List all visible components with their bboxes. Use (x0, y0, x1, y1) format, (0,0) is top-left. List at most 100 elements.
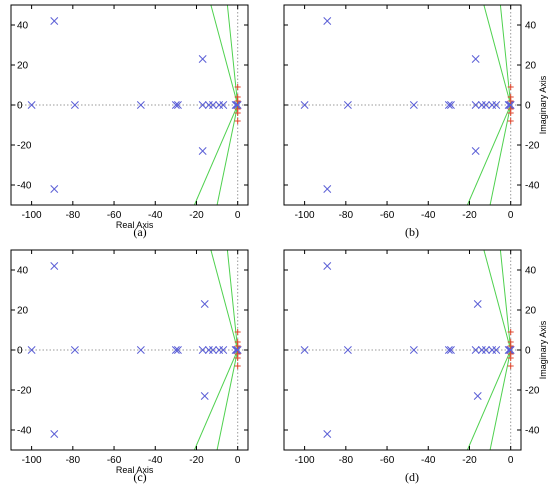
y-tick-label: -40 (525, 181, 540, 192)
x-tick-label: -40 (421, 455, 436, 466)
y-tick-label: 0 (525, 101, 531, 112)
locus-branch (466, 104, 512, 205)
pole-marker (70, 346, 79, 354)
pole-marker (471, 55, 480, 63)
pole-marker (209, 346, 217, 354)
pole-marker (506, 101, 515, 109)
zero-marker (507, 118, 514, 124)
pole-marker (50, 262, 59, 270)
y-tick-label: -20 (17, 141, 32, 152)
pole-marker (482, 101, 490, 109)
pole-marker (219, 346, 228, 354)
y-tick-label: 0 (525, 346, 531, 357)
chart-panel: -100 -80 -60 -40 -20 0 -40 -20 0 20 40 Real Axis(c) (10, 249, 249, 484)
plot-area (11, 5, 248, 205)
x-tick-label: -80 (339, 210, 354, 221)
pole-marker (473, 392, 482, 400)
pole-marker (323, 17, 332, 25)
pole-marker (506, 346, 515, 354)
x-tick-label: -40 (421, 210, 436, 221)
x-tick-label: -100 (295, 210, 315, 221)
panel-caption: (b) (405, 225, 419, 239)
y-tick-label: -20 (17, 386, 32, 397)
x-tick-label: -60 (380, 455, 395, 466)
x-axis-label: Real Axis (116, 465, 154, 475)
pole-marker (198, 101, 207, 109)
locus-branch (489, 349, 512, 450)
pole-marker (323, 185, 332, 193)
pole-marker (173, 101, 182, 109)
pole-marker (232, 346, 241, 354)
pole-marker (343, 346, 352, 354)
pole-marker (136, 101, 145, 109)
locus-branch (193, 104, 239, 205)
locus-branch (466, 349, 512, 450)
x-tick-label: 0 (508, 455, 514, 466)
y-axis-label: Imaginary Axis (538, 320, 548, 379)
chart-panel: -100 -80 -60 -40 -20 0 -40 -20 0 20 40 Real Axis(a) (10, 4, 249, 239)
x-tick-label: -40 (148, 210, 163, 221)
zero-marker (234, 98, 241, 104)
pole-marker (323, 430, 332, 438)
zero-marker (507, 84, 514, 90)
x-tick-label: -100 (22, 210, 42, 221)
x-tick-label: -100 (22, 455, 42, 466)
y-tick-label: 0 (17, 346, 23, 357)
chart-panel: -100 -80 -60 -40 -20 0 -40 -20 0 20 40 Imaginary Ax… (283, 4, 548, 239)
plot-area (284, 250, 521, 450)
pole-marker (409, 101, 418, 109)
y-tick-label: 20 (17, 61, 29, 72)
pole-marker (446, 101, 455, 109)
x-tick-label: -100 (295, 455, 315, 466)
pole-marker (300, 101, 309, 109)
pole-marker (505, 346, 514, 354)
pole-marker (409, 346, 418, 354)
pole-marker (27, 101, 36, 109)
locus-branch (210, 5, 239, 106)
x-tick-label: -20 (462, 455, 477, 466)
x-axis-label: Real Axis (116, 220, 154, 230)
pole-marker (471, 101, 480, 109)
pole-marker (323, 262, 332, 270)
pole-marker (446, 346, 455, 354)
pole-marker (471, 147, 480, 155)
pole-marker (171, 346, 180, 354)
y-tick-label: -40 (17, 426, 32, 437)
pole-marker (50, 430, 59, 438)
y-tick-label: 20 (525, 61, 537, 72)
panel-caption: (d) (405, 470, 419, 484)
pole-marker (492, 101, 501, 109)
locus-branch (226, 5, 239, 106)
x-tick-label: -20 (189, 455, 204, 466)
pole-marker (198, 346, 207, 354)
pole-marker (200, 300, 209, 308)
y-tick-label: 40 (17, 266, 29, 277)
pole-marker (70, 101, 79, 109)
locus-branch (193, 349, 239, 450)
zero-marker (507, 329, 514, 335)
pole-marker (232, 101, 241, 109)
pole-marker (173, 346, 182, 354)
y-tick-label: -40 (525, 426, 540, 437)
pole-marker (27, 346, 36, 354)
pole-marker (343, 101, 352, 109)
x-tick-label: -60 (380, 210, 395, 221)
pole-marker (300, 346, 309, 354)
zero-marker (234, 343, 241, 349)
locus-branch (216, 104, 239, 205)
x-tick-label: -40 (148, 455, 163, 466)
pole-marker (136, 346, 145, 354)
y-tick-label: 20 (17, 306, 29, 317)
locus-branch (210, 250, 239, 351)
pole-marker (473, 300, 482, 308)
x-tick-label: -60 (107, 210, 122, 221)
y-tick-label: -40 (17, 181, 32, 192)
y-tick-label: 20 (525, 306, 537, 317)
panel-caption: (a) (133, 225, 146, 239)
zero-marker (234, 363, 241, 369)
pole-marker (50, 17, 59, 25)
x-tick-label: -20 (189, 210, 204, 221)
zero-marker (234, 351, 241, 357)
pole-marker (233, 101, 242, 109)
